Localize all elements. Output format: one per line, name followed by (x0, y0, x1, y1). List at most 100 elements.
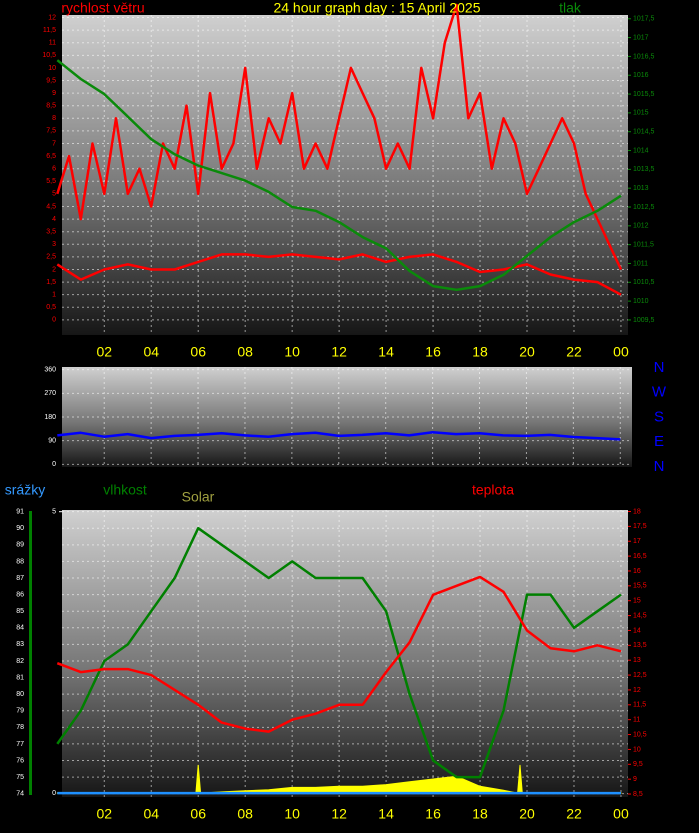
solar-label: Solar (182, 489, 215, 505)
y2-tick-label: 1017 (633, 34, 649, 41)
y2-tick-label: 14,5 (633, 612, 647, 619)
y2-tick-label: 12 (633, 687, 641, 694)
line (56, 575, 622, 733)
x-tick-label: 12 (331, 806, 347, 822)
y-tick-label: 3,5 (46, 229, 56, 236)
pressure-label: tlak (559, 0, 582, 16)
y2-tick-label: 8,5 (633, 791, 643, 798)
y2-tick-label: 1012,5 (633, 204, 655, 211)
y-tick-label: 2 (52, 266, 56, 273)
y2-tick-label: 1012 (633, 223, 649, 230)
y2-tick-label: 10 (633, 746, 641, 753)
y-tick-label: 84 (16, 625, 24, 632)
x-tick-label: 16 (425, 806, 441, 822)
y2-tick-label: 1010,5 (633, 279, 655, 286)
y-tick-label: 6 (52, 166, 56, 173)
line (56, 3, 623, 271)
y-tick-label: 74 (16, 791, 24, 798)
y-tick-label: 90 (48, 438, 56, 445)
y-tick-label: 3 (52, 241, 56, 248)
x-tick-label: 12 (331, 344, 347, 360)
x-tick-label: 08 (237, 344, 253, 360)
x-tick-label: 14 (378, 344, 394, 360)
y-tick-label: 360 (44, 366, 56, 373)
y2-tick-label: 1013 (633, 185, 649, 192)
x-tick-label: 10 (284, 344, 300, 360)
line (56, 526, 622, 779)
y-tick-label: 4 (52, 216, 56, 223)
y-tick-label: 86 (16, 591, 24, 598)
y2-tick-label: 1013,5 (633, 166, 655, 173)
y2-tick-label: 10,5 (633, 731, 647, 738)
y-tick-label: 1,5 (46, 279, 56, 286)
y-tick-label: 5,5 (46, 178, 56, 185)
x-tick-label: 06 (190, 806, 206, 822)
precip-label: srážky (5, 482, 45, 498)
y2-tick-label: 1014,5 (633, 129, 655, 136)
y-tick-label: 1 (52, 292, 56, 299)
y2-tick-label: 17,5 (633, 523, 647, 530)
y2-tick-label: 15 (633, 598, 641, 605)
y-tick-label: 8 (52, 115, 56, 122)
y2-tick-label: 11 (633, 717, 640, 724)
direction-label: N (654, 359, 665, 376)
y-tick-label: 80 (16, 691, 24, 698)
x-tick-label: 22 (566, 806, 582, 822)
direction-label: S (654, 408, 664, 425)
x-tick-label: 20 (519, 806, 535, 822)
y-tick-label: 6,5 (46, 153, 56, 160)
y-tick-label: 10,5 (42, 52, 56, 59)
line (57, 431, 621, 441)
y2-tick-label: 14 (633, 627, 641, 634)
y-tick-label: 81 (16, 674, 24, 681)
y2-tick-label: 1015,5 (633, 91, 655, 98)
y-tick-label: 270 (44, 390, 56, 397)
line (56, 59, 622, 292)
wind-label: rychlost větru (61, 0, 144, 16)
line (56, 253, 622, 296)
y-tick-label: 87 (16, 575, 24, 582)
y2-tick-label: 1014 (633, 147, 649, 154)
x-tick-label: 10 (284, 806, 300, 822)
y-tick-label: 4,5 (46, 203, 56, 210)
plots: 02 04 06 08 10 12 14 16 18 20 22 0000,511,522,533,5… (16, 3, 667, 822)
x-tick-label: 14 (378, 806, 394, 822)
y2-tick-label: 18 (633, 508, 641, 515)
y-tick-label: 77 (16, 741, 24, 748)
y2-tick-label: 13,5 (633, 642, 647, 649)
y2-tick-label: 15,5 (633, 583, 647, 590)
plot-area (62, 510, 628, 797)
x-tick-label: 06 (190, 344, 206, 360)
plot-area (62, 15, 628, 335)
y2-tick-label: 1010 (633, 298, 649, 305)
y-tick-label: 90 (16, 525, 24, 532)
y2-tick-label: 1016 (633, 72, 649, 79)
y-tick-label: 0 (52, 317, 56, 324)
y2-tick-label: 12,5 (633, 672, 647, 679)
x-tick-label: 00 (613, 344, 629, 360)
x-tick-label: 22 (566, 344, 582, 360)
y3-tick-label: 0 (52, 790, 56, 797)
chart-title: 24 hour graph day : 15 April 2025 (273, 0, 480, 16)
y2-tick-label: 9,5 (633, 761, 643, 768)
x-tick-label: 02 (96, 806, 112, 822)
y-tick-label: 7 (52, 140, 56, 147)
y2-tick-label: 17 (633, 538, 641, 545)
x-tick-label: 02 (96, 344, 112, 360)
y2-tick-label: 1017,5 (633, 16, 655, 23)
x-tick-label: 04 (143, 806, 159, 822)
y-tick-label: 12 (48, 14, 56, 21)
y2-tick-label: 1016,5 (633, 53, 655, 60)
temperature-label: teplota (472, 482, 514, 498)
y-tick-label: 180 (44, 414, 56, 421)
y-tick-label: 10 (48, 65, 56, 72)
x-tick-label: 16 (425, 344, 441, 360)
y2-tick-label: 1011,5 (633, 241, 654, 248)
direction-label: N (654, 458, 665, 475)
y2-tick-label: 9 (633, 776, 637, 783)
x-tick-label: 08 (237, 806, 253, 822)
humidity-label: vlhkost (103, 482, 147, 498)
direction-label: W (652, 384, 667, 401)
y-tick-label: 91 (16, 509, 24, 516)
